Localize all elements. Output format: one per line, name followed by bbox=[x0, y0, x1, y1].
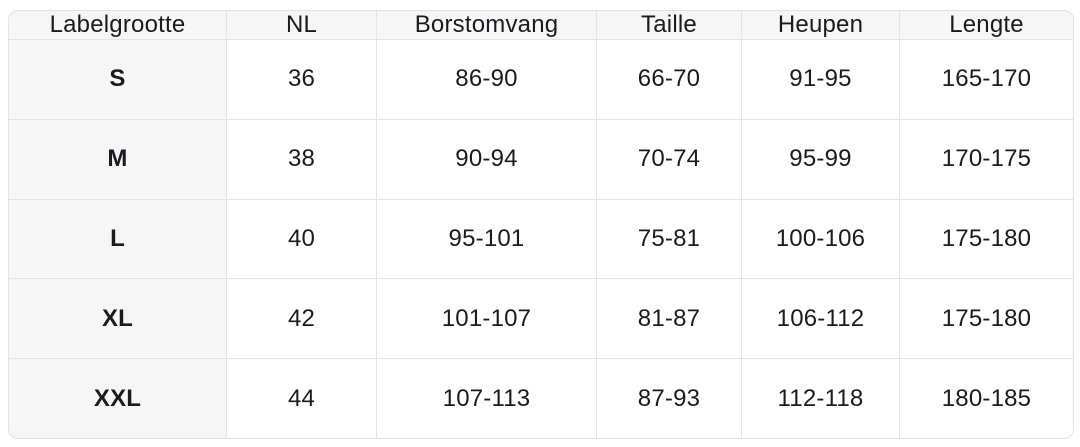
column-header-nl: NL bbox=[226, 11, 376, 39]
value-cell: 165-170 bbox=[899, 39, 1073, 119]
value-cell: 44 bbox=[226, 358, 376, 438]
value-cell: 87-93 bbox=[596, 358, 741, 438]
value-cell: 40 bbox=[226, 198, 376, 279]
table-row-xxl: XXL 44 107-113 87-93 112-118 180-185 bbox=[9, 358, 1073, 438]
value-cell: 42 bbox=[226, 278, 376, 359]
size-chart-container: Labelgrootte NL Borstomvang Taille Heupe… bbox=[8, 10, 1074, 439]
value-cell: 175-180 bbox=[899, 198, 1073, 279]
table-row-s: S 36 86-90 66-70 91-95 165-170 bbox=[9, 39, 1073, 119]
value-cell: 170-175 bbox=[899, 118, 1073, 199]
table-row-m: M 38 90-94 70-74 95-99 170-175 bbox=[9, 118, 1073, 199]
size-chart-table: Labelgrootte NL Borstomvang Taille Heupe… bbox=[8, 10, 1074, 439]
value-cell: 175-180 bbox=[899, 278, 1073, 359]
row-label-cell: M bbox=[9, 118, 226, 199]
value-cell: 70-74 bbox=[596, 118, 741, 199]
value-cell: 107-113 bbox=[376, 358, 596, 438]
value-cell: 90-94 bbox=[376, 118, 596, 199]
value-cell: 100-106 bbox=[741, 198, 899, 279]
value-cell: 106-112 bbox=[741, 278, 899, 359]
value-cell: 36 bbox=[226, 39, 376, 119]
table-row-xl: XL 42 101-107 81-87 106-112 175-180 bbox=[9, 278, 1073, 359]
value-cell: 81-87 bbox=[596, 278, 741, 359]
column-header-heupen: Heupen bbox=[741, 11, 899, 39]
value-cell: 95-99 bbox=[741, 118, 899, 199]
value-cell: 180-185 bbox=[899, 358, 1073, 438]
column-header-labelgrootte: Labelgrootte bbox=[9, 11, 226, 39]
column-header-taille: Taille bbox=[596, 11, 741, 39]
value-cell: 101-107 bbox=[376, 278, 596, 359]
value-cell: 75-81 bbox=[596, 198, 741, 279]
row-label-cell: XL bbox=[9, 278, 226, 359]
value-cell: 91-95 bbox=[741, 39, 899, 119]
value-cell: 112-118 bbox=[741, 358, 899, 438]
row-label-cell: XXL bbox=[9, 358, 226, 438]
value-cell: 38 bbox=[226, 118, 376, 199]
column-header-borstomvang: Borstomvang bbox=[376, 11, 596, 39]
table-row-l: L 40 95-101 75-81 100-106 175-180 bbox=[9, 198, 1073, 279]
column-header-lengte: Lengte bbox=[899, 11, 1073, 39]
value-cell: 86-90 bbox=[376, 39, 596, 119]
value-cell: 95-101 bbox=[376, 198, 596, 279]
row-label-cell: S bbox=[9, 39, 226, 119]
value-cell: 66-70 bbox=[596, 39, 741, 119]
header-row: Labelgrootte NL Borstomvang Taille Heupe… bbox=[9, 11, 1073, 39]
row-label-cell: L bbox=[9, 198, 226, 279]
